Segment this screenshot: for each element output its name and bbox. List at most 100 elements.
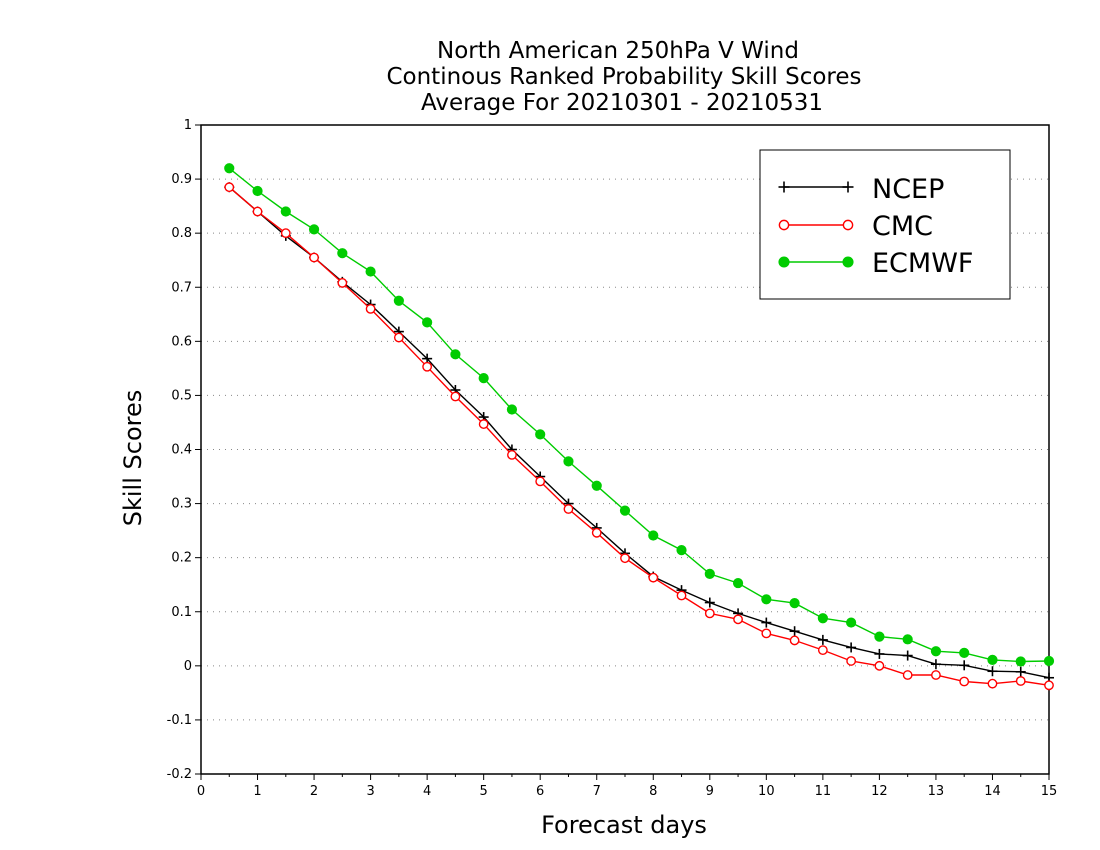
legend-swatch-marker	[842, 181, 854, 193]
y-tick-label: 0.6	[171, 334, 192, 349]
data-point-ecmwf	[789, 597, 800, 609]
x-tick-label: 2	[310, 784, 318, 799]
chart-title-line-1: North American 250hPa V Wind	[437, 38, 799, 64]
data-point-ecmwf	[619, 505, 631, 516]
data-point-cmc	[931, 670, 941, 680]
data-point-ncep	[987, 666, 998, 677]
data-point-cmc	[620, 553, 630, 564]
data-point-cmc	[280, 228, 291, 239]
data-point-ecmwf	[478, 373, 489, 384]
data-point-ecmwf	[648, 530, 659, 541]
data-point-cmc	[393, 332, 404, 343]
data-point-ecmwf	[817, 613, 828, 624]
data-point-cmc	[1044, 680, 1054, 691]
y-tick-label: -0.2	[167, 767, 192, 782]
data-point-ncep	[1015, 666, 1026, 677]
legend-swatch-marker	[842, 256, 854, 268]
data-point-cmc	[252, 206, 263, 217]
x-tick-label: 15	[1041, 784, 1058, 799]
chart-title-line-2: Continous Ranked Probability Skill Score…	[386, 64, 861, 90]
data-point-ecmwf	[591, 480, 602, 491]
data-point-ecmwf	[1015, 656, 1026, 667]
data-point-cmc	[846, 656, 857, 666]
y-tick-label: 0.1	[171, 605, 192, 620]
x-tick-label: 4	[423, 784, 431, 799]
data-point-ecmwf	[535, 429, 546, 440]
x-tick-label: 11	[815, 784, 832, 799]
data-point-ecmwf	[846, 617, 857, 628]
data-point-cmc	[450, 391, 461, 402]
data-point-ecmwf	[930, 646, 942, 657]
data-point-cmc	[309, 252, 319, 263]
y-tick-label: 1	[184, 118, 192, 133]
legend-swatch-marker	[778, 219, 790, 231]
data-point-cmc	[817, 645, 828, 656]
data-point-ecmwf	[874, 631, 885, 642]
legend-label-ncep: NCEP	[872, 174, 944, 205]
legend-swatch-ncep	[778, 181, 854, 193]
data-point-ecmwf	[393, 295, 404, 306]
data-point-ncep	[846, 642, 857, 653]
legend-swatch-marker	[778, 181, 790, 193]
data-point-cmc	[422, 361, 433, 372]
data-point-cmc	[648, 572, 659, 583]
y-tick-label: 0.2	[171, 551, 192, 566]
x-tick-label: 10	[758, 784, 775, 799]
data-point-cmc	[959, 676, 970, 687]
x-tick-label: 12	[871, 784, 888, 799]
series-ecmwf	[224, 163, 1055, 667]
data-point-cmc	[761, 628, 772, 639]
data-point-ecmwf	[308, 224, 320, 235]
data-point-ecmwf	[422, 317, 433, 328]
data-point-ncep	[874, 648, 885, 659]
y-tick-label: -0.1	[167, 713, 192, 728]
data-point-cmc	[478, 419, 489, 429]
data-point-ncep	[817, 634, 828, 645]
data-point-ecmwf	[563, 456, 574, 467]
y-tick-label: 0.8	[171, 226, 192, 241]
x-tick-label: 7	[593, 784, 601, 799]
data-point-ncep	[761, 617, 772, 628]
data-point-cmc	[987, 678, 998, 689]
data-point-ncep	[959, 660, 970, 671]
series-cmc	[224, 182, 1054, 691]
data-point-ecmwf	[959, 647, 970, 658]
series-line-ncep	[228, 186, 1050, 679]
data-point-cmc	[874, 660, 885, 671]
data-point-ecmwf	[902, 634, 913, 645]
x-tick-label: 0	[197, 784, 205, 799]
series-layer	[224, 163, 1055, 691]
legend-swatch-ecmwf	[778, 256, 854, 268]
y-axis-title: Skill Scores	[119, 390, 147, 527]
data-point-cmc	[1015, 676, 1026, 686]
data-point-cmc	[337, 278, 348, 288]
data-point-cmc	[676, 590, 687, 601]
data-point-ecmwf	[506, 404, 518, 415]
data-point-ncep	[789, 626, 800, 637]
data-point-cmc	[535, 476, 546, 487]
y-tick-label: 0.9	[171, 172, 192, 187]
y-tick-label: 0.4	[171, 443, 192, 458]
data-point-ecmwf	[280, 206, 291, 217]
x-tick-label: 8	[649, 784, 657, 799]
data-point-ecmwf	[704, 568, 715, 579]
axis-ticks: -0.2-0.100.10.20.30.40.50.60.70.80.910 1 2…	[167, 118, 1058, 799]
x-tick-label: 5	[480, 784, 488, 799]
legend-swatch-marker	[842, 219, 854, 231]
legend: NCEP CMC ECMWF	[759, 149, 1011, 300]
data-point-cmc	[563, 504, 574, 514]
data-point-ecmwf	[252, 185, 263, 197]
legend-swatch-marker	[778, 256, 790, 268]
y-tick-label: 0.5	[171, 388, 192, 403]
data-point-cmc	[591, 527, 602, 538]
x-tick-label: 14	[984, 784, 1001, 799]
x-tick-label: 1	[253, 784, 261, 799]
data-point-ecmwf	[337, 248, 348, 259]
data-point-ecmwf	[450, 349, 461, 360]
x-tick-label: 3	[366, 784, 374, 799]
data-point-ncep	[902, 650, 913, 661]
x-tick-label: 9	[706, 784, 714, 799]
series-line-ecmwf	[228, 167, 1050, 663]
data-point-ecmwf	[224, 163, 235, 174]
